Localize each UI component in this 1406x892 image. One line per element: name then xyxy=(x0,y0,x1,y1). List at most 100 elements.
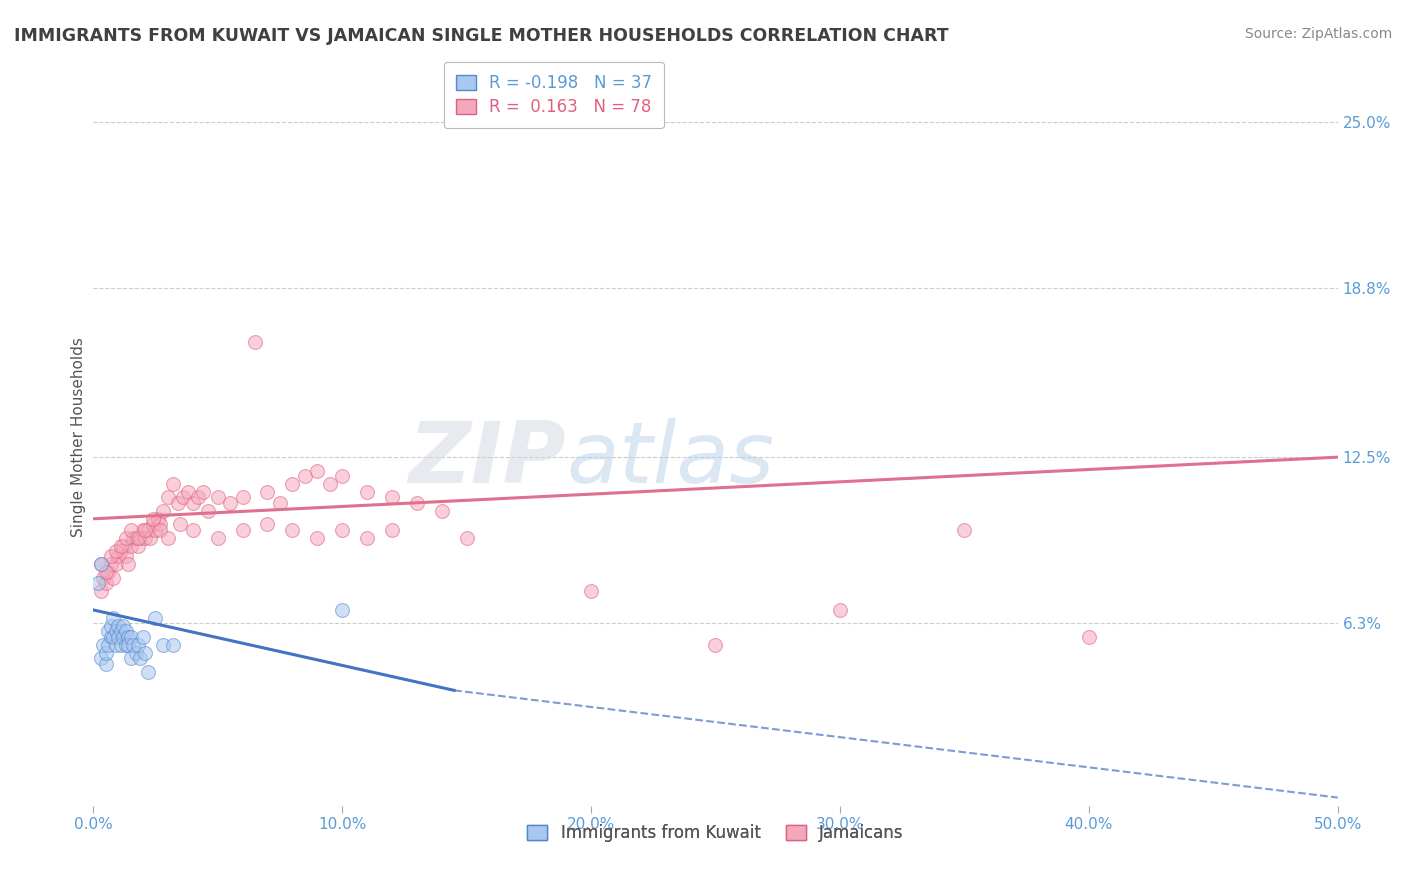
Point xyxy=(97,566,120,580)
Point xyxy=(90,651,112,665)
Point xyxy=(114,624,136,639)
Point xyxy=(156,531,179,545)
Point xyxy=(356,485,378,500)
Point xyxy=(1077,630,1099,644)
Point xyxy=(579,584,602,599)
Point xyxy=(156,491,179,505)
Point xyxy=(146,512,169,526)
Point xyxy=(169,517,191,532)
Point xyxy=(104,638,127,652)
Point xyxy=(152,504,174,518)
Point xyxy=(187,491,209,505)
Point xyxy=(139,531,162,545)
Point xyxy=(90,584,112,599)
Point xyxy=(124,531,146,545)
Point xyxy=(120,651,142,665)
Point xyxy=(256,517,278,532)
Point xyxy=(134,523,156,537)
Point xyxy=(181,496,204,510)
Point xyxy=(97,638,120,652)
Point xyxy=(100,630,122,644)
Point xyxy=(177,485,200,500)
Point xyxy=(162,477,184,491)
Point xyxy=(120,523,142,537)
Point xyxy=(219,496,242,510)
Point xyxy=(90,558,112,572)
Point xyxy=(330,469,353,483)
Point xyxy=(134,646,156,660)
Point xyxy=(107,630,129,644)
Point xyxy=(405,496,427,510)
Point xyxy=(117,638,139,652)
Point xyxy=(122,638,145,652)
Point xyxy=(120,539,142,553)
Point xyxy=(112,630,135,644)
Point xyxy=(87,576,110,591)
Y-axis label: Single Mother Households: Single Mother Households xyxy=(72,337,86,537)
Point xyxy=(207,491,229,505)
Point xyxy=(104,624,127,639)
Point xyxy=(114,549,136,564)
Point xyxy=(356,531,378,545)
Point xyxy=(281,523,304,537)
Point xyxy=(828,603,851,617)
Point xyxy=(152,638,174,652)
Point xyxy=(100,558,122,572)
Point xyxy=(129,531,152,545)
Point xyxy=(90,558,112,572)
Text: IMMIGRANTS FROM KUWAIT VS JAMAICAN SINGLE MOTHER HOUSEHOLDS CORRELATION CHART: IMMIGRANTS FROM KUWAIT VS JAMAICAN SINGL… xyxy=(14,27,949,45)
Point xyxy=(136,523,159,537)
Legend: Immigrants from Kuwait, Jamaicans: Immigrants from Kuwait, Jamaicans xyxy=(520,818,910,849)
Point xyxy=(197,504,219,518)
Point xyxy=(107,549,129,564)
Point xyxy=(110,638,132,652)
Point xyxy=(91,638,114,652)
Point xyxy=(112,539,135,553)
Point xyxy=(114,638,136,652)
Point xyxy=(104,558,127,572)
Text: atlas: atlas xyxy=(567,417,775,500)
Text: Source: ZipAtlas.com: Source: ZipAtlas.com xyxy=(1244,27,1392,41)
Point xyxy=(145,611,167,625)
Point xyxy=(129,651,152,665)
Point xyxy=(330,523,353,537)
Point xyxy=(136,665,159,679)
Point xyxy=(953,523,976,537)
Point xyxy=(110,624,132,639)
Point xyxy=(94,657,117,671)
Point xyxy=(330,603,353,617)
Text: ZIP: ZIP xyxy=(409,417,567,500)
Point xyxy=(318,477,340,491)
Point xyxy=(101,611,124,625)
Point xyxy=(269,496,291,510)
Point xyxy=(101,630,124,644)
Point xyxy=(294,469,316,483)
Point xyxy=(112,619,135,633)
Point xyxy=(94,566,117,580)
Point xyxy=(107,619,129,633)
Point xyxy=(149,523,172,537)
Point xyxy=(142,517,165,532)
Point xyxy=(149,517,172,532)
Point xyxy=(456,531,478,545)
Point xyxy=(381,523,404,537)
Point xyxy=(94,646,117,660)
Point xyxy=(207,531,229,545)
Point xyxy=(127,638,149,652)
Point xyxy=(172,491,194,505)
Point xyxy=(191,485,214,500)
Point xyxy=(100,619,122,633)
Point xyxy=(117,630,139,644)
Point xyxy=(145,523,167,537)
Point xyxy=(231,523,253,537)
Point xyxy=(256,485,278,500)
Point xyxy=(100,549,122,564)
Point xyxy=(120,630,142,644)
Point xyxy=(104,544,127,558)
Point xyxy=(381,491,404,505)
Point xyxy=(430,504,453,518)
Point xyxy=(162,638,184,652)
Point xyxy=(132,630,155,644)
Point xyxy=(181,523,204,537)
Point xyxy=(132,523,155,537)
